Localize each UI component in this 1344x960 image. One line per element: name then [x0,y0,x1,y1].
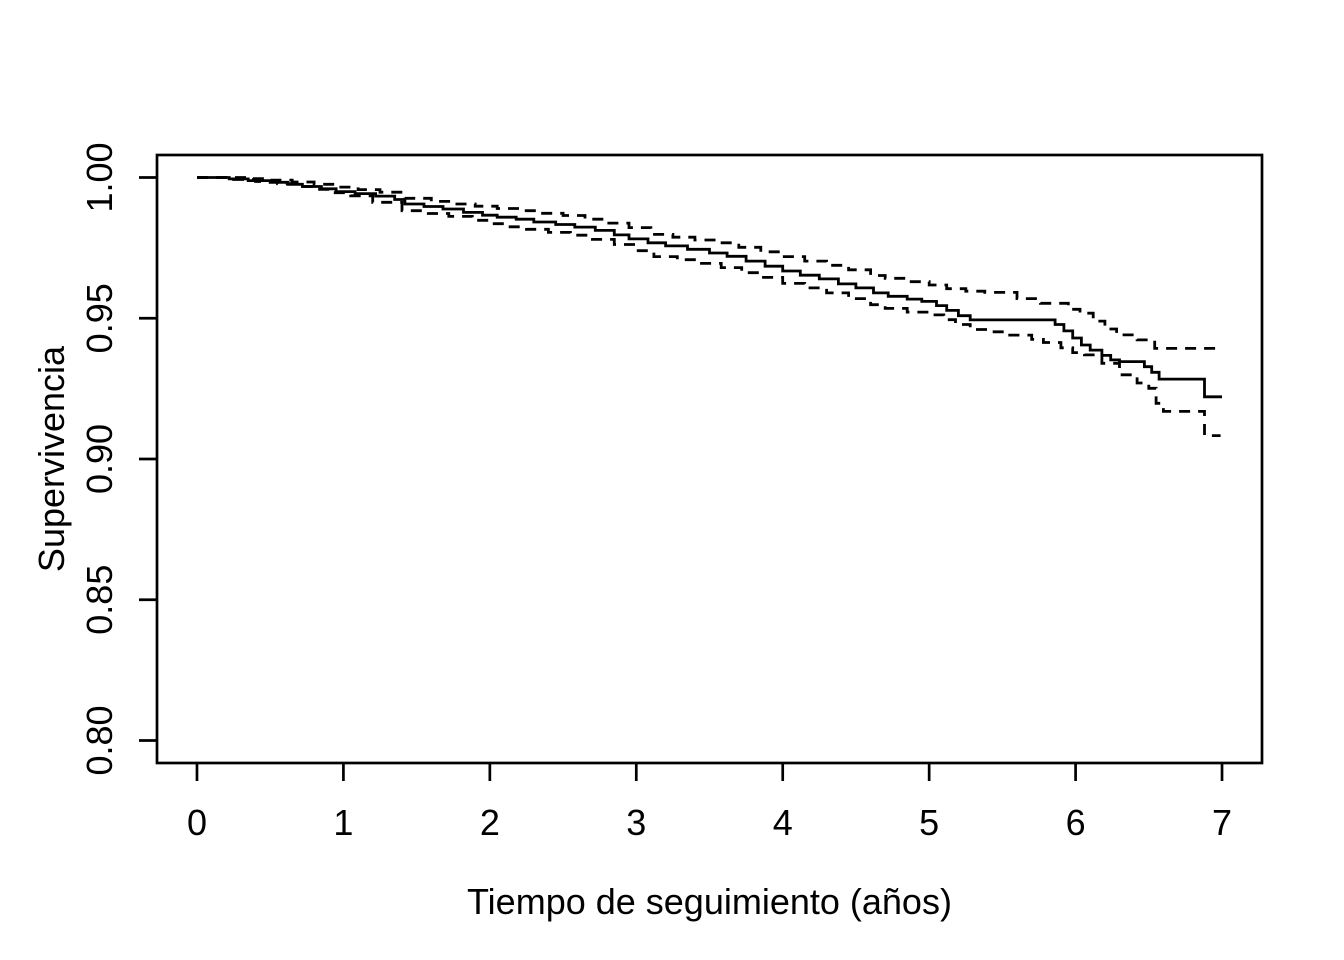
ci-upper-curve [197,176,1220,350]
x-axis-tick-label: 2 [480,802,500,843]
y-axis-tick-label: 0.90 [79,424,120,494]
plot-box [155,153,1264,765]
survival-curve [197,176,1222,399]
x-axis-tick-label: 6 [1066,802,1086,843]
x-axis-tick-label: 7 [1212,802,1232,843]
x-axis-label: Tiempo de seguimiento (años) [467,881,952,922]
x-axis-tick-label: 4 [773,802,793,843]
y-axis-tick-label: 0.95 [79,283,120,353]
x-axis-tick-label: 3 [626,802,646,843]
x-axis-tick-label: 0 [187,802,207,843]
x-axis-tick-label: 1 [333,802,353,843]
y-axis-label: Supervivencia [31,345,72,573]
y-axis-tick-label: 1.00 [79,142,120,212]
ci-lower-curve [197,176,1221,437]
y-axis-tick-label: 0.80 [79,705,120,775]
x-axis-tick-label: 5 [919,802,939,843]
y-axis-tick-label: 0.85 [79,565,120,635]
